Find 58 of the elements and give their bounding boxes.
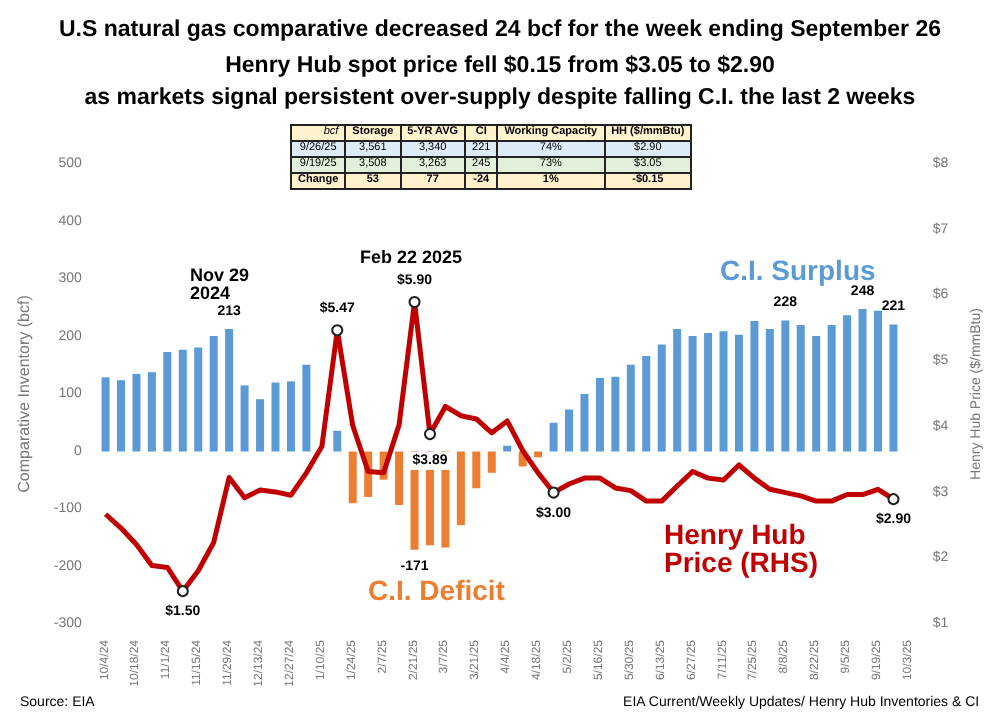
point (408, 296, 421, 308)
chart-subtitle: Henry Hub spot price fell $0.15 from $3.05 to $2.90 as markets signal persistent over-supply despite falling C.I. the last 2 weeks (84, 54, 916, 110)
bar (194, 347, 203, 452)
bar (395, 451, 404, 505)
bar (688, 335, 697, 452)
point (176, 585, 189, 598)
bar (874, 310, 882, 452)
bar (626, 364, 635, 452)
bar (812, 335, 821, 452)
bar (456, 451, 465, 526)
bar (827, 325, 836, 452)
point (887, 493, 900, 506)
annotation: Nov 29 2024 (190, 265, 255, 303)
bar (611, 376, 620, 452)
bar (657, 344, 666, 452)
bar (209, 335, 218, 452)
bar (750, 320, 759, 452)
bar (889, 324, 898, 452)
bar (796, 325, 805, 452)
bar (781, 320, 790, 452)
bar (642, 356, 651, 452)
bar (487, 451, 496, 473)
bar (101, 377, 110, 452)
point (423, 428, 436, 441)
bar (719, 331, 728, 452)
bar (472, 451, 481, 489)
bar (843, 315, 852, 452)
bar (302, 364, 311, 452)
bar (673, 329, 682, 452)
bar (178, 349, 187, 452)
bar (765, 329, 774, 452)
bar (286, 381, 295, 452)
bar (858, 308, 867, 452)
bar (163, 352, 172, 452)
point (331, 324, 344, 337)
bar (256, 399, 265, 452)
chart-title: U.S natural gas comparative decreased 24 bcf for the week ending September 26 (59, 18, 941, 42)
bar (734, 334, 743, 452)
bar (333, 430, 342, 452)
point (547, 486, 560, 499)
bar (549, 422, 558, 452)
bar (240, 385, 249, 452)
bar (271, 382, 280, 452)
series-label: Henry Hub Price (RHS) (664, 518, 819, 578)
series-label: C.I. Deficit (368, 574, 506, 606)
series-label: C.I. Surplus (720, 254, 876, 286)
bar (503, 445, 512, 452)
bar (348, 451, 357, 504)
bar (132, 373, 141, 452)
bar (580, 394, 589, 452)
bar (595, 377, 604, 452)
bar (116, 380, 125, 452)
bar (704, 333, 713, 452)
bar (225, 329, 234, 452)
bar (565, 409, 574, 452)
annotation: Feb 22 2025 (360, 247, 463, 267)
y-axis-title: Comparative Inventory (bcf) (15, 294, 33, 493)
bar (147, 372, 156, 452)
